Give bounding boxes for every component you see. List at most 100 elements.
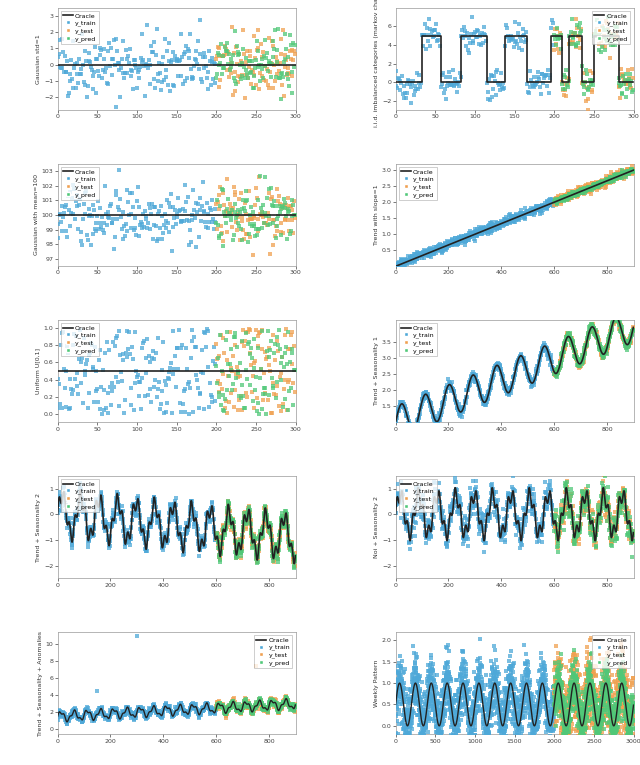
Point xyxy=(461,678,472,690)
Point xyxy=(415,693,426,705)
Point xyxy=(467,702,477,714)
Point xyxy=(541,487,551,499)
Point xyxy=(221,203,232,215)
Point xyxy=(615,164,625,176)
Point xyxy=(595,177,605,189)
Point xyxy=(542,684,552,696)
Point xyxy=(451,395,461,407)
Point xyxy=(624,700,634,712)
Point xyxy=(66,711,76,723)
Point xyxy=(571,352,581,364)
Point xyxy=(594,735,604,747)
Point xyxy=(497,721,507,734)
Point xyxy=(176,216,186,228)
Point xyxy=(116,62,126,74)
Point xyxy=(420,718,430,730)
Point xyxy=(593,333,604,345)
Point xyxy=(583,695,593,708)
Point xyxy=(115,714,125,726)
Point xyxy=(148,201,159,213)
Point xyxy=(458,233,468,245)
Point xyxy=(236,187,246,199)
Point xyxy=(609,730,619,742)
Point xyxy=(597,174,607,187)
Point xyxy=(403,719,413,731)
Point xyxy=(171,506,181,518)
Point xyxy=(609,720,620,732)
Point xyxy=(239,695,249,707)
Point xyxy=(464,232,474,244)
Point xyxy=(456,669,467,681)
Point xyxy=(421,722,431,734)
Point xyxy=(598,676,609,688)
Point xyxy=(491,675,501,688)
Point xyxy=(568,675,579,688)
Point xyxy=(250,541,260,553)
Point xyxy=(545,730,556,742)
Point xyxy=(63,347,73,360)
Point xyxy=(490,684,500,696)
Point xyxy=(626,164,636,176)
Point xyxy=(511,362,521,374)
Point xyxy=(607,31,618,44)
Point xyxy=(141,713,151,725)
Point xyxy=(625,717,635,729)
Point xyxy=(113,488,123,500)
Point xyxy=(538,345,548,357)
Point xyxy=(503,702,513,715)
Point xyxy=(609,705,619,717)
Point xyxy=(527,705,538,717)
Point xyxy=(518,702,528,714)
Point xyxy=(577,703,587,715)
Point xyxy=(273,707,284,719)
Point xyxy=(188,509,198,522)
Point xyxy=(242,44,252,57)
Point xyxy=(491,654,501,666)
Point xyxy=(432,704,442,716)
Point xyxy=(576,25,586,37)
Point xyxy=(62,718,72,731)
Point xyxy=(554,679,564,692)
Point xyxy=(422,388,432,400)
Point xyxy=(604,511,614,523)
Point xyxy=(257,702,267,715)
Point xyxy=(177,339,188,351)
Point xyxy=(99,522,109,534)
Point xyxy=(253,695,264,708)
Point xyxy=(575,718,585,731)
Point xyxy=(589,528,600,540)
Point xyxy=(546,712,556,724)
Point xyxy=(549,688,559,700)
Point xyxy=(238,43,248,55)
Point xyxy=(535,677,545,689)
Point xyxy=(453,685,463,697)
Point xyxy=(248,703,258,715)
Point xyxy=(611,701,621,713)
Point xyxy=(562,760,572,765)
Point xyxy=(231,552,241,564)
Point xyxy=(259,217,269,230)
Point xyxy=(481,709,492,721)
Point xyxy=(432,699,442,711)
Point xyxy=(460,395,470,407)
Point xyxy=(93,493,103,506)
Point xyxy=(398,258,408,270)
Y-axis label: Uniform U[0,1]: Uniform U[0,1] xyxy=(36,348,41,394)
Point xyxy=(592,184,602,197)
Point xyxy=(565,690,575,702)
Point xyxy=(247,55,257,67)
Legend: Oracle, y_train, y_test, y_pred: Oracle, y_train, y_test, y_pred xyxy=(61,167,99,200)
Point xyxy=(551,366,561,378)
Point xyxy=(415,501,426,513)
Point xyxy=(120,706,130,718)
Point xyxy=(54,704,64,716)
Point xyxy=(616,686,626,698)
Point xyxy=(538,656,548,669)
Point xyxy=(583,698,593,711)
Point xyxy=(495,715,505,727)
Point xyxy=(68,518,79,530)
Point xyxy=(469,688,479,700)
Point xyxy=(120,709,130,721)
Point xyxy=(398,490,408,502)
Point xyxy=(109,705,119,718)
